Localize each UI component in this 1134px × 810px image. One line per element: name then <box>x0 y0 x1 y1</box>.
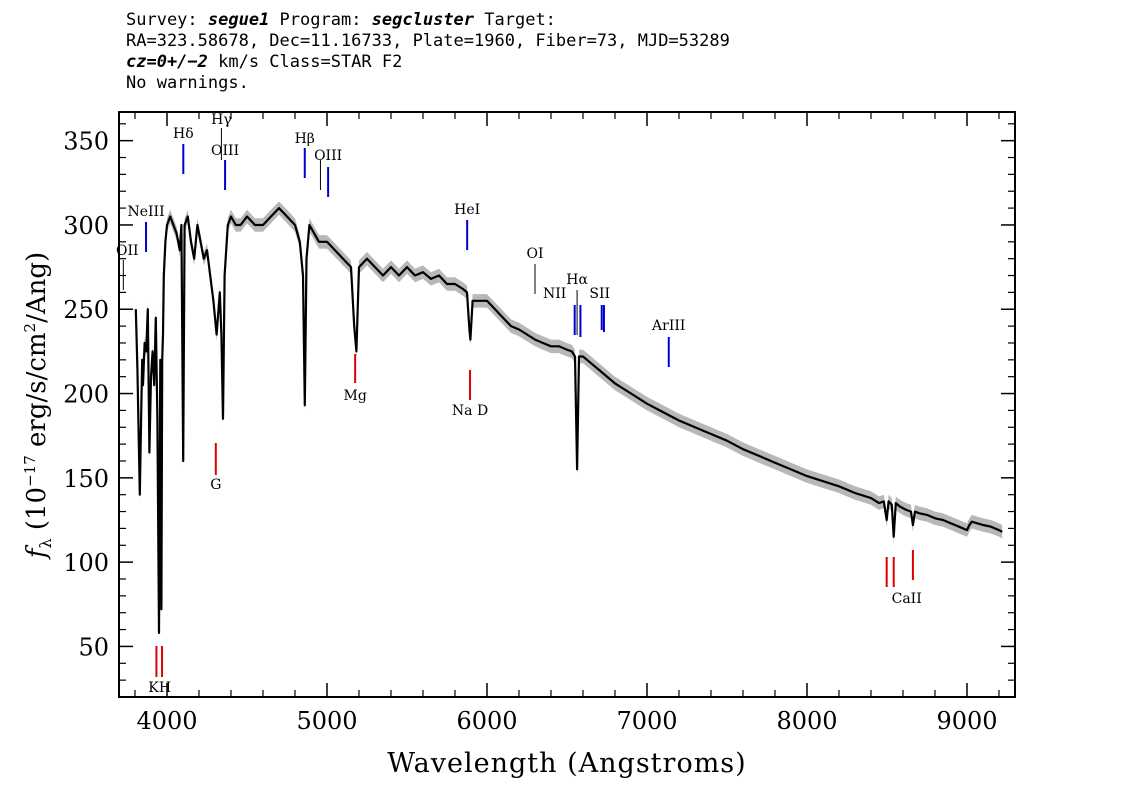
emission-label: OI <box>526 246 543 262</box>
header-line-3: cz=0+/−2 km/s Class=STAR F2 <box>126 52 730 73</box>
error-band <box>135 201 1003 640</box>
absorption-label: H <box>159 680 171 696</box>
spectrum-header: Survey: segue1 Program: segcluster Targe… <box>126 10 730 94</box>
header-line-2: RA=323.58678, Dec=11.16733, Plate=1960, … <box>126 31 730 51</box>
x-tick-label: 9000 <box>936 707 997 735</box>
absorption-label: K <box>148 680 159 696</box>
y-tick-label: 100 <box>63 549 109 577</box>
plot-frame <box>118 111 1016 698</box>
program-value: segcluster <box>371 10 475 30</box>
emission-label: OIII <box>314 148 342 164</box>
survey-label: Survey: <box>126 10 208 30</box>
emission-label: Hγ <box>211 112 232 128</box>
emission-label: Hα <box>566 272 588 288</box>
emission-label: OIII <box>211 143 239 159</box>
absorption-label: CaII <box>892 591 922 607</box>
redshift-value: cz=0+/−2 <box>126 52 208 72</box>
target-label: Target: <box>474 10 556 30</box>
emission-label: Hβ <box>295 131 315 147</box>
y-tick-label: 250 <box>63 296 109 324</box>
y-axis-title: fλ (10−17 erg/s/cm2/Ang) <box>21 252 55 560</box>
svg-text:fλ (10−17 erg/s/cm2/Ang): fλ (10−17 erg/s/cm2/Ang) <box>21 252 55 560</box>
class-value: km/s Class=STAR F2 <box>207 52 403 72</box>
y-tick-label: 200 <box>63 381 109 409</box>
header-line-1: Survey: segue1 Program: segcluster Targe… <box>126 10 730 31</box>
ticks-layer: 4000 5000 6000 7000 8000 9000 50 100 150 200 250 30… <box>63 112 1015 735</box>
error-band-layer <box>135 201 1003 640</box>
spectral-lines-layer: OIINeIIIHδHγOIIIHβOIIIHeIOINIIHαSIIArIII… <box>116 112 922 696</box>
emission-label: HeI <box>454 202 480 218</box>
absorption-label: Na D <box>452 403 488 419</box>
emission-label: Hδ <box>173 126 194 142</box>
series-layer <box>134 207 1003 635</box>
x-tick-label: 7000 <box>616 707 677 735</box>
survey-value: segue1 <box>207 10 270 30</box>
program-label: Program: <box>269 10 372 30</box>
y-tick-label: 300 <box>63 212 109 240</box>
spectrum-line <box>134 207 1003 635</box>
x-tick-label: 5000 <box>296 707 357 735</box>
y-tick-label: 50 <box>78 633 109 661</box>
emission-label: NII <box>543 286 566 302</box>
emission-label: ArIII <box>651 318 685 334</box>
y-tick-label: 350 <box>63 128 109 156</box>
y-tick-label: 150 <box>63 465 109 493</box>
emission-label: SII <box>589 286 610 302</box>
emission-label: OII <box>116 243 139 259</box>
x-tick-label: 4000 <box>136 707 197 735</box>
x-axis-title: Wavelength (Angstroms) <box>387 748 746 779</box>
x-tick-label: 8000 <box>776 707 837 735</box>
x-tick-label: 6000 <box>456 707 517 735</box>
emission-label: NeIII <box>127 204 164 220</box>
absorption-label: G <box>210 477 221 493</box>
header-line-4: No warnings. <box>126 73 249 93</box>
absorption-label: Mg <box>344 388 367 404</box>
